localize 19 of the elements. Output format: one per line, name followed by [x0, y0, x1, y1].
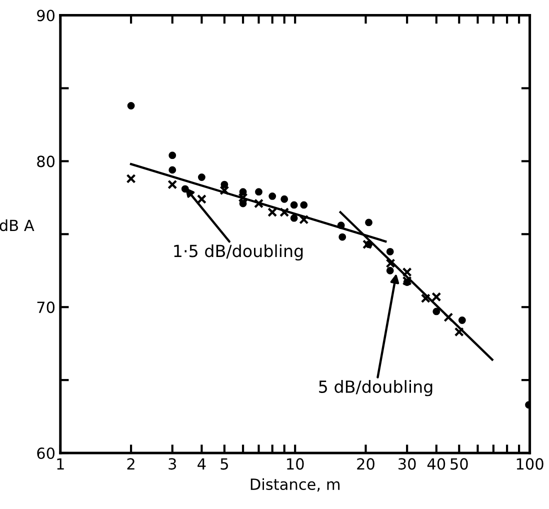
x-tick-label: 10: [287, 458, 304, 470]
y-tick-label: 80: [37, 156, 55, 168]
x-axis-title: Distance, m: [250, 478, 340, 492]
x-tick-label: 100: [516, 458, 544, 470]
x-tick-label: 30: [398, 458, 416, 470]
y-tick-label: 60: [37, 447, 55, 460]
x-tick-label: 4: [198, 458, 206, 470]
x-tick-label: 40: [427, 458, 446, 470]
annotation: 5 dB/doubling: [319, 380, 432, 396]
annotation: 1·5 dB/doubling: [174, 244, 303, 260]
x-tick-label: 5: [220, 458, 228, 470]
y-axis-title: dB A: [0, 219, 34, 232]
y-tick-label: 70: [37, 302, 55, 314]
x-tick-label: 2: [127, 458, 134, 470]
y-tick-label: 90: [37, 10, 55, 22]
x-tick-label: 50: [450, 458, 468, 470]
x-tick-label: 1: [57, 458, 64, 470]
x-tick-label: 3: [168, 458, 176, 470]
x-tick-label: 20: [357, 458, 374, 470]
